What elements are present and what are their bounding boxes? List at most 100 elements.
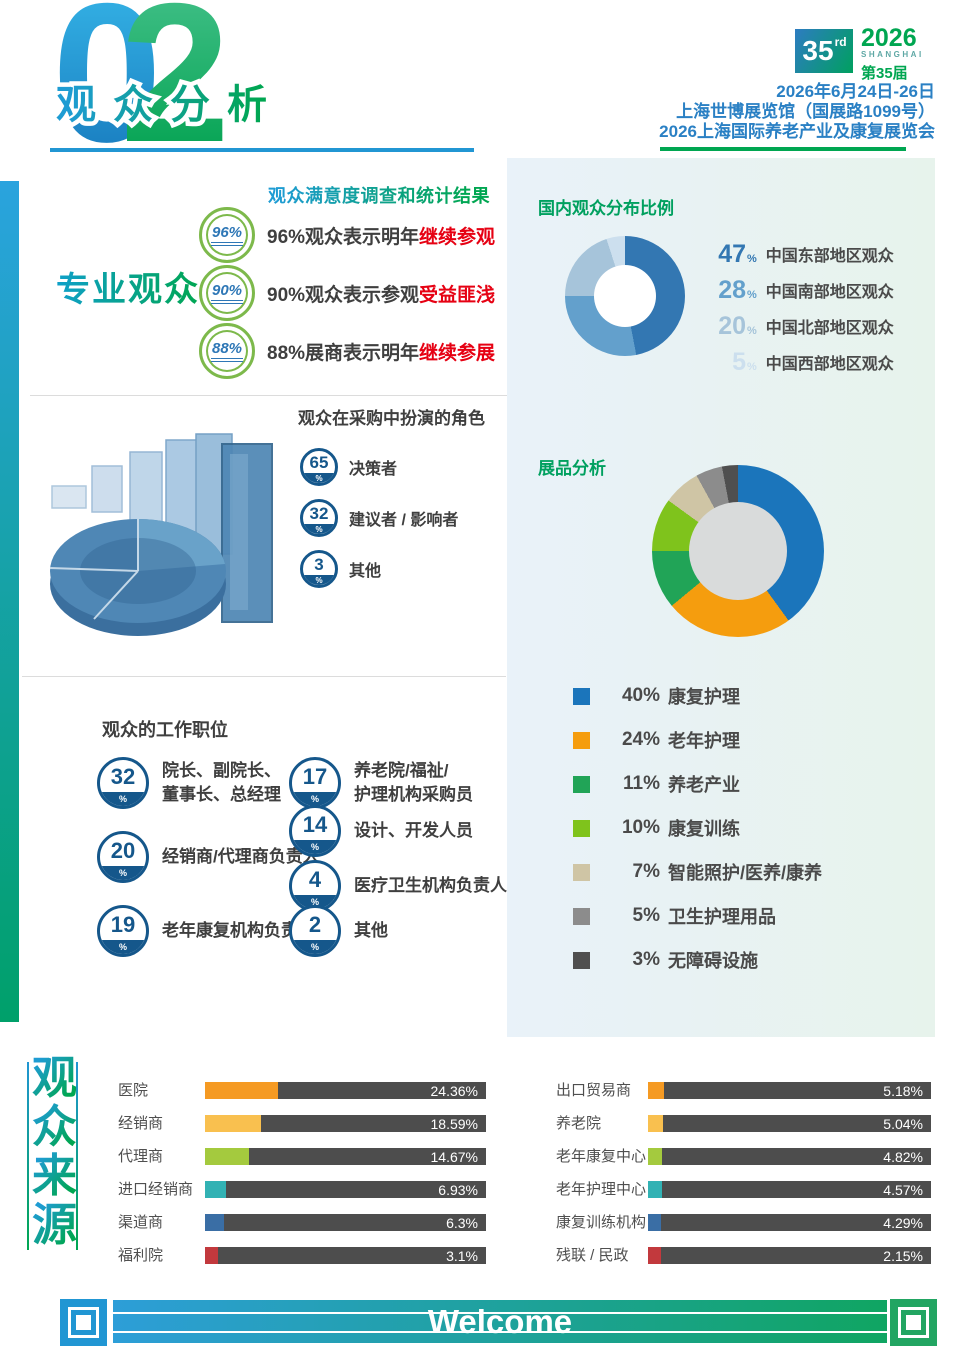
- percent-unit: %: [100, 866, 146, 880]
- satisfaction-text-highlight: 受益匪浅: [419, 284, 496, 306]
- source-value: 4.82%: [883, 1148, 923, 1165]
- percent-circle: 4%: [289, 860, 341, 912]
- legend-swatch: [573, 731, 590, 749]
- exhibits-legend: 40% 康复护理 24% 老年护理 11% 养老产业 10% 康复训练 7% 智能照护/医养/康养…: [573, 674, 822, 982]
- source-value: 5.04%: [883, 1115, 923, 1132]
- percent-circle: 14%: [289, 805, 341, 857]
- legend-label: 智能照护/医养/康养: [668, 863, 823, 883]
- sources-heading-char: 源: [32, 1199, 78, 1250]
- legend-label: 养老产业: [668, 775, 740, 795]
- job-label: 老年康复机构负责人: [162, 921, 315, 940]
- legend-value: 3%: [632, 949, 660, 970]
- source-bar-segment: [648, 1148, 662, 1165]
- header-divider-green: [660, 147, 906, 151]
- section-title-wrap: 观众分析 观众分析: [52, 72, 284, 132]
- satisfaction-text-plain: 96%观众表示明年: [267, 226, 420, 248]
- satisfaction-heading: 观众满意度调查和统计结果: [268, 182, 490, 208]
- edition-suffix: rd: [834, 35, 847, 49]
- right-panel: 国内观众分布比例 47% 中国东部地区观众 28% 中国南部地区观众 20% 中国北部地区…: [507, 158, 935, 1037]
- role-label: 建议者 / 影响者: [349, 512, 459, 529]
- source-bar: 5.18%: [648, 1082, 931, 1099]
- banner-line: [113, 1331, 887, 1333]
- job-item: 19% 老年康复机构负责人: [97, 905, 315, 957]
- welcome-text: Welcome: [427, 1303, 573, 1340]
- exhibits-legend-item: 11% 养老产业: [573, 762, 822, 806]
- legend-label: 无障碍设施: [668, 951, 758, 971]
- percent-ring-value: 90%: [210, 282, 244, 304]
- percent-value: 4: [308, 867, 322, 892]
- square-ring: [68, 1307, 99, 1338]
- source-bar-track: 18.59%: [261, 1115, 486, 1132]
- edition-number: 35: [802, 35, 834, 66]
- percent-unit: %: [100, 792, 146, 806]
- welcome-banner: Welcome: [113, 1300, 887, 1343]
- source-value: 2.15%: [883, 1247, 923, 1264]
- roles-heading: 观众在采购中扮演的角色: [298, 409, 485, 428]
- source-bar-segment: [648, 1115, 663, 1132]
- percent-value: 65: [309, 453, 329, 472]
- sources-heading-line-right: [76, 1062, 78, 1250]
- exhibits-donut-chart: [652, 465, 824, 637]
- source-bar-segment: [648, 1214, 661, 1231]
- percent-ring-value: 88%: [210, 340, 244, 362]
- source-bar-track: 6.93%: [226, 1181, 486, 1198]
- satisfaction-item: 88% 88%展商表示明年继续参展: [199, 323, 495, 379]
- source-label: 经销商: [118, 1115, 164, 1132]
- legend-unit: %: [747, 289, 757, 301]
- legend-swatch: [573, 775, 590, 793]
- satisfaction-item: 90% 90%观众表示参观受益匪浅: [199, 265, 495, 321]
- percent-value: 3: [314, 555, 324, 574]
- job-label: 其他: [354, 921, 388, 940]
- satisfaction-text-plain: 88%展商表示明年: [267, 342, 420, 364]
- legend-swatch: [573, 819, 590, 837]
- legend-swatch: [573, 907, 590, 925]
- exhibits-legend-item: 7% 智能照护/医养/康养: [573, 850, 822, 894]
- source-bar-track: 4.57%: [662, 1181, 931, 1198]
- percent-ring: 96%: [199, 207, 255, 263]
- legend-value: 7%: [632, 861, 660, 882]
- job-item: 32% 院长、副院长、 董事长、总经理: [97, 757, 281, 809]
- purchase-role-photo: [49, 433, 273, 636]
- legend-label: 康复护理: [668, 687, 740, 707]
- satisfaction-list: 96% 96%观众表示明年继续参观 90% 90%观众表示参观受益匪浅 88% 88%展商…: [199, 207, 495, 381]
- percent-value: 2: [308, 912, 322, 937]
- source-label: 老年护理中心: [556, 1181, 647, 1198]
- distribution-donut-chart: [565, 236, 685, 356]
- event-name: 2026上海国际养老产业及康复展览会: [659, 122, 935, 141]
- left-accent-bar: [0, 181, 19, 1022]
- job-item: 20% 经销商/代理商负责人: [97, 831, 320, 883]
- role-item: 32% 建议者 / 影响者: [300, 499, 458, 537]
- source-bar: 6.3%: [205, 1214, 486, 1231]
- legend-value: 24%: [621, 729, 660, 750]
- percent-circle: 32%: [300, 499, 338, 537]
- job-label: 设计、开发人员: [354, 821, 473, 840]
- donut-hole: [689, 502, 787, 600]
- page-title: 观众分析: [56, 72, 284, 130]
- source-bar: 6.93%: [205, 1181, 486, 1198]
- legend-value: 20: [718, 311, 746, 340]
- percent-unit: %: [292, 895, 338, 909]
- source-bar-track: 6.3%: [224, 1214, 486, 1231]
- legend-label: 中国北部地区观众: [765, 320, 894, 337]
- legend-value: 47: [718, 239, 746, 268]
- square-core: [906, 1315, 921, 1330]
- job-label: 医疗卫生机构负责人: [354, 876, 507, 895]
- percent-circle: 3%: [300, 550, 338, 588]
- legend-label: 康复训练: [668, 819, 740, 839]
- legend-value: 28: [718, 275, 746, 304]
- logo-year: 2026: [861, 24, 917, 52]
- job-item: 14% 设计、开发人员: [289, 805, 473, 857]
- satisfaction-text-plain: 90%观众表示参观: [267, 284, 420, 306]
- percent-value: 19: [110, 912, 136, 937]
- sources-heading-line-left: [27, 1062, 29, 1250]
- percent-unit: %: [303, 575, 335, 585]
- source-value: 6.3%: [446, 1214, 478, 1231]
- percent-value: 20: [110, 838, 136, 863]
- exhibits-legend-item: 40% 康复护理: [573, 674, 822, 718]
- legend-unit: %: [747, 361, 757, 373]
- source-bar: 14.67%: [205, 1148, 486, 1165]
- source-bar: 24.36%: [205, 1082, 486, 1099]
- banner-line: [113, 1312, 887, 1314]
- source-label: 出口贸易商: [556, 1082, 632, 1099]
